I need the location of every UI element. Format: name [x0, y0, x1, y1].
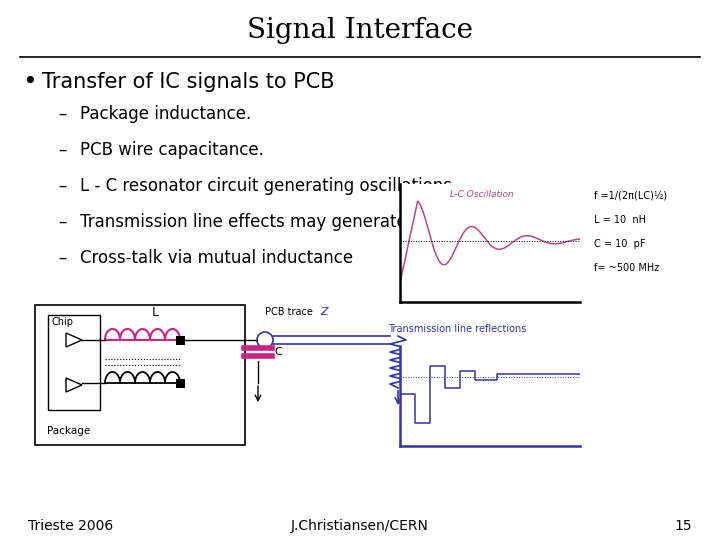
Text: –: – — [58, 249, 66, 267]
Text: f =1/(2π(LC)½): f =1/(2π(LC)½) — [594, 191, 667, 200]
Text: –: – — [58, 177, 66, 195]
Text: Transfer of IC signals to PCB: Transfer of IC signals to PCB — [42, 72, 335, 92]
Text: Z: Z — [320, 307, 328, 317]
Text: •: • — [22, 70, 37, 94]
Text: f= ~500 MHz: f= ~500 MHz — [594, 264, 660, 273]
Text: Chip: Chip — [51, 317, 73, 327]
Text: J.Christiansen/CERN: J.Christiansen/CERN — [291, 519, 429, 533]
Bar — [35, 305, 245, 445]
Text: PCB trace: PCB trace — [265, 307, 313, 317]
Text: L - C resonator circuit generating oscillations.: L - C resonator circuit generating oscil… — [80, 177, 457, 195]
Text: 15: 15 — [675, 519, 692, 533]
Text: Transmission line reflections: Transmission line reflections — [388, 325, 526, 334]
Text: Signal Interface: Signal Interface — [247, 17, 473, 44]
Text: C: C — [274, 347, 282, 357]
Text: L: L — [151, 306, 158, 319]
Text: –: – — [58, 105, 66, 123]
Text: L = 10  nH: L = 10 nH — [594, 215, 646, 225]
Text: Package: Package — [47, 426, 90, 436]
Text: Trieste 2006: Trieste 2006 — [28, 519, 113, 533]
Text: Cross-talk via mutual inductance: Cross-talk via mutual inductance — [80, 249, 353, 267]
Text: Transmission line effects may generate reflections: Transmission line effects may generate r… — [80, 213, 499, 231]
Text: PCB wire capacitance.: PCB wire capacitance. — [80, 141, 264, 159]
Text: Package inductance.: Package inductance. — [80, 105, 251, 123]
Text: C = 10  pF: C = 10 pF — [594, 239, 646, 249]
Text: –: – — [58, 141, 66, 159]
Bar — [176, 335, 184, 345]
Bar — [48, 315, 100, 410]
Bar — [176, 379, 184, 388]
Text: R: R — [408, 357, 415, 367]
Text: –: – — [58, 213, 66, 231]
Text: L-C Oscillation: L-C Oscillation — [450, 190, 514, 199]
